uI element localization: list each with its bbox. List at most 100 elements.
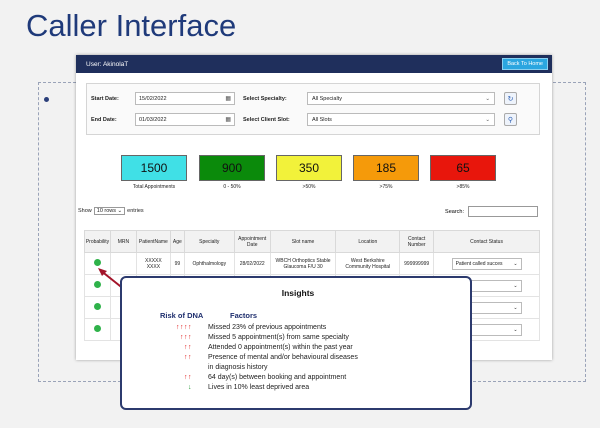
column-header[interactable]: Contact Number <box>399 230 435 253</box>
insight-row: ↑↑ 64 day(s) between booking and appoint… <box>122 373 474 383</box>
card-value: 185 <box>375 161 397 175</box>
card-label: >50% <box>302 184 316 190</box>
table-row[interactable]: XXXXX XXXX 99 Ophthalmology 28/02/2022 WB… <box>84 252 540 275</box>
insight-row: ↑↑↑ Missed 5 appointment(s) from same sp… <box>122 333 474 343</box>
insight-row: ↓ Lives in 10% least deprived area <box>122 383 474 393</box>
card-0-50[interactable]: 900 <box>199 155 265 181</box>
factor-text: Presence of mental and/or behavioural di… <box>208 354 358 361</box>
contact-status-value: Patient called succes <box>455 260 503 267</box>
factor-text: Missed 23% of previous appointments <box>208 324 327 331</box>
card-total[interactable]: 1500 <box>121 155 187 181</box>
probability-indicator <box>93 325 101 332</box>
calendar-icon[interactable]: ▦ <box>225 96 231 102</box>
patient-name: XXXX <box>146 263 161 270</box>
risk-down-arrow: ↓ <box>188 384 192 391</box>
appointment-date: 28/02/2022 <box>233 252 271 275</box>
card-over-50[interactable]: 350 <box>276 155 342 181</box>
summary-cards: 1500 Total Appointments 900 0 - 50% 350 … <box>76 155 552 191</box>
client-slot-select[interactable]: All Slots ⌄ <box>307 113 495 126</box>
start-date-value: 15/02/2022 <box>139 95 167 102</box>
patient-age: 99 <box>169 252 185 275</box>
probability-indicator <box>93 303 101 310</box>
risk-header: Risk of DNA <box>160 311 204 320</box>
insights-popup: Insights Risk of DNA Factors ↑↑↑↑ Missed… <box>120 276 472 410</box>
factors-header: Factors <box>230 311 258 320</box>
specialty-label: Select Specialty: <box>243 95 287 102</box>
chevron-down-icon: ⌄ <box>513 326 518 333</box>
search-input[interactable] <box>468 206 538 217</box>
client-slot-label: Select Client Slot: <box>243 116 290 123</box>
card-label: Total Appointments <box>132 184 176 190</box>
bullet-point <box>44 97 49 102</box>
rows-per-page-value: 10 rows <box>96 208 117 214</box>
back-to-home-button[interactable]: Back To Home <box>502 58 548 70</box>
top-bar: User: AkinolaT Back To Home <box>76 55 552 73</box>
chevron-down-icon: ⌄ <box>513 304 518 311</box>
factor-text: Lives in 10% least deprived area <box>208 384 310 391</box>
refresh-icon: ↻ <box>507 95 514 103</box>
location: West Berkshire <box>350 257 385 264</box>
search-icon: ⚲ <box>507 116 514 124</box>
column-header[interactable]: Specialty <box>183 230 235 253</box>
card-over-75[interactable]: 185 <box>353 155 419 181</box>
client-slot-value: All Slots <box>312 116 332 123</box>
insight-row: ↑↑↑↑ Missed 23% of previous appointments <box>122 323 474 333</box>
risk-up-arrows: ↑↑↑↑ <box>176 324 192 331</box>
column-header[interactable]: Contact Status <box>433 230 540 253</box>
insight-factor-list: ↑↑↑↑ Missed 23% of previous appointments… <box>122 323 474 393</box>
chevron-down-icon: ⌄ <box>513 260 518 267</box>
card-label: 0 - 50% <box>223 184 241 190</box>
column-header[interactable]: Age <box>169 230 185 253</box>
insight-row: ↑↑ Presence of mental and/or behavioural… <box>122 353 474 363</box>
card-value: 900 <box>221 161 243 175</box>
end-date-label: End Date: <box>91 116 117 123</box>
patient-name: XXXXX <box>145 257 162 264</box>
card-value: 65 <box>456 161 470 175</box>
slide-title: Caller Interface <box>26 8 237 43</box>
start-date-input[interactable]: 15/02/2022 ▦ <box>135 92 235 105</box>
search-button[interactable]: ⚲ <box>504 113 517 126</box>
end-date-input[interactable]: 01/03/2022 ▦ <box>135 113 235 126</box>
calendar-icon[interactable]: ▦ <box>225 117 231 123</box>
insights-title: Insights <box>281 288 315 298</box>
specialty-cell: Ophthalmology <box>183 252 235 275</box>
risk-up-arrows: ↑↑↑ <box>180 334 192 341</box>
end-date-value: 01/03/2022 <box>139 116 167 123</box>
card-over-85[interactable]: 65 <box>430 155 496 181</box>
card-label: >75% <box>379 184 393 190</box>
column-header[interactable]: MRN <box>109 230 137 253</box>
filter-panel: Start Date: 15/02/2022 ▦ Select Specialt… <box>86 83 540 135</box>
table-header-row: Probability MRN PatientName Age Specialt… <box>84 230 540 253</box>
slot-name: WBCH Orthoptics Stable <box>275 257 331 264</box>
card-value: 350 <box>298 161 320 175</box>
filter-row-1: Start Date: 15/02/2022 ▦ Select Specialt… <box>91 92 517 105</box>
insight-row: ↑↑ Attended 0 appointment(s) within the … <box>122 343 474 353</box>
rows-per-page-select[interactable]: 10 rows ⌄ <box>93 207 126 215</box>
chevron-down-icon: ⌄ <box>513 282 518 289</box>
entries-control: Show 10 rows ⌄ entries <box>78 207 144 215</box>
entries-label: entries <box>127 208 144 214</box>
probability-indicator <box>93 281 101 288</box>
factor-text: 64 day(s) between booking and appointmen… <box>208 374 347 381</box>
search-label: Search: <box>445 208 464 215</box>
column-header[interactable]: Slot name <box>269 230 337 253</box>
specialty-select[interactable]: All Specialty ⌄ <box>307 92 495 105</box>
filter-row-2: End Date: 01/03/2022 ▦ Select Client Slo… <box>91 113 517 126</box>
column-header[interactable]: Appointment Date <box>233 230 271 253</box>
factor-text: Missed 5 appointment(s) from same specia… <box>208 334 349 341</box>
card-value: 1500 <box>140 161 168 175</box>
chevron-down-icon: ⌄ <box>485 116 490 123</box>
risk-up-arrows: ↑↑ <box>184 344 192 351</box>
column-header[interactable]: Probability <box>84 230 111 253</box>
factor-text: in diagnosis history <box>208 364 268 371</box>
risk-up-arrows: ↑↑ <box>184 374 192 381</box>
column-header[interactable]: PatientName <box>135 230 171 253</box>
table-search: Search: <box>445 206 538 217</box>
contact-status-select[interactable]: Patient called succes ⌄ <box>451 257 522 270</box>
location: Community Hospital <box>345 263 391 270</box>
insight-row: in diagnosis history <box>122 363 474 373</box>
refresh-button[interactable]: ↻ <box>504 92 517 105</box>
show-label: Show <box>78 208 92 214</box>
column-header[interactable]: Location <box>335 230 401 253</box>
start-date-label: Start Date: <box>91 95 119 102</box>
